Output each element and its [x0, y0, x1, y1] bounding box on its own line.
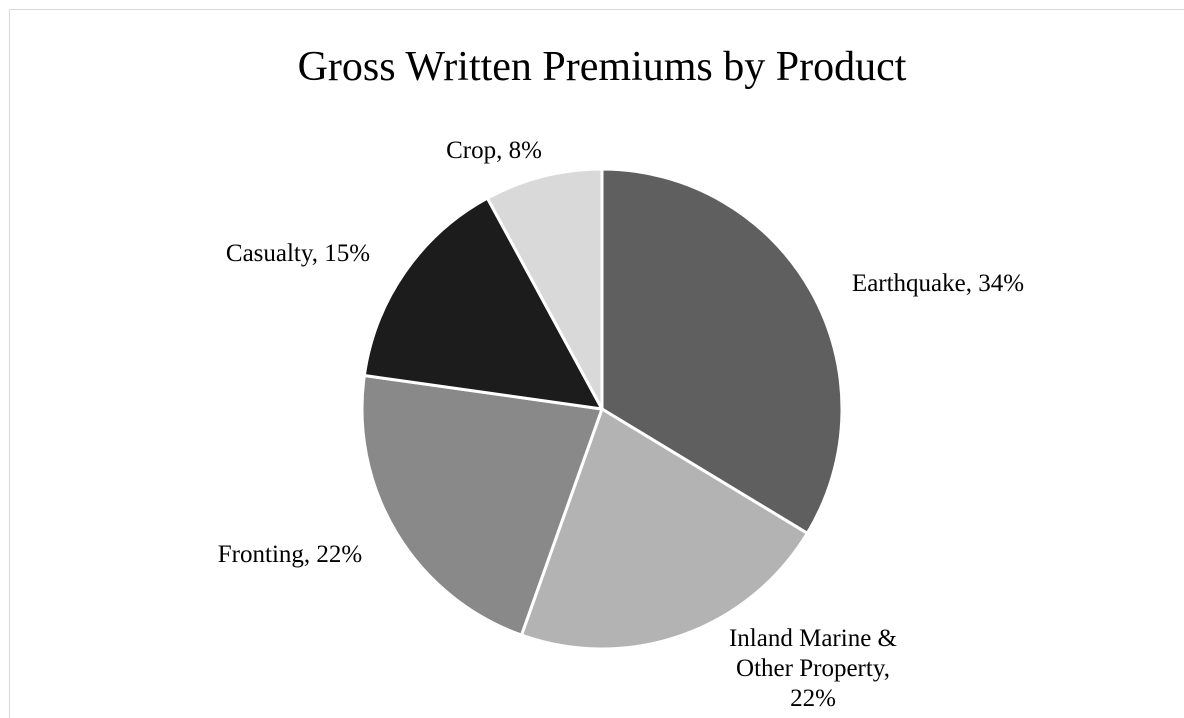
pie-slice-fronting — [360, 374, 604, 637]
chart-title: Gross Written Premiums by Product — [298, 44, 907, 90]
slice-label-earthquake: Earthquake, 34% — [852, 270, 1024, 297]
slice-label-line: Other Property, — [736, 655, 890, 682]
slice-label-line: Inland Marine & — [729, 625, 897, 652]
slice-labels: Earthquake, 34% Inland Marine & Other Prop… — [218, 137, 1024, 712]
slice-label-crop: Crop, 8% — [446, 137, 542, 164]
pie-slice-earthquake — [600, 167, 844, 535]
slice-label-line: 22% — [790, 685, 836, 712]
slice-label-line: Fronting, 22% — [218, 541, 362, 568]
slice-label-inland-marine-other-property: Inland Marine & Other Property, 22% — [729, 625, 897, 712]
pie-slice-crop — [485, 167, 604, 411]
slice-label-line: Casualty, 15% — [226, 240, 370, 267]
slice-label-fronting: Fronting, 22% — [218, 541, 362, 568]
slice-label-line: Crop, 8% — [446, 137, 542, 164]
slice-label-casualty: Casualty, 15% — [226, 240, 370, 267]
pie-slice-inland-marine-other-property — [519, 407, 809, 651]
slice-label-line: Earthquake, 34% — [852, 270, 1024, 297]
pie-slices — [360, 167, 844, 651]
pie-slice-casualty — [362, 196, 604, 411]
chart-frame — [9, 9, 1184, 718]
